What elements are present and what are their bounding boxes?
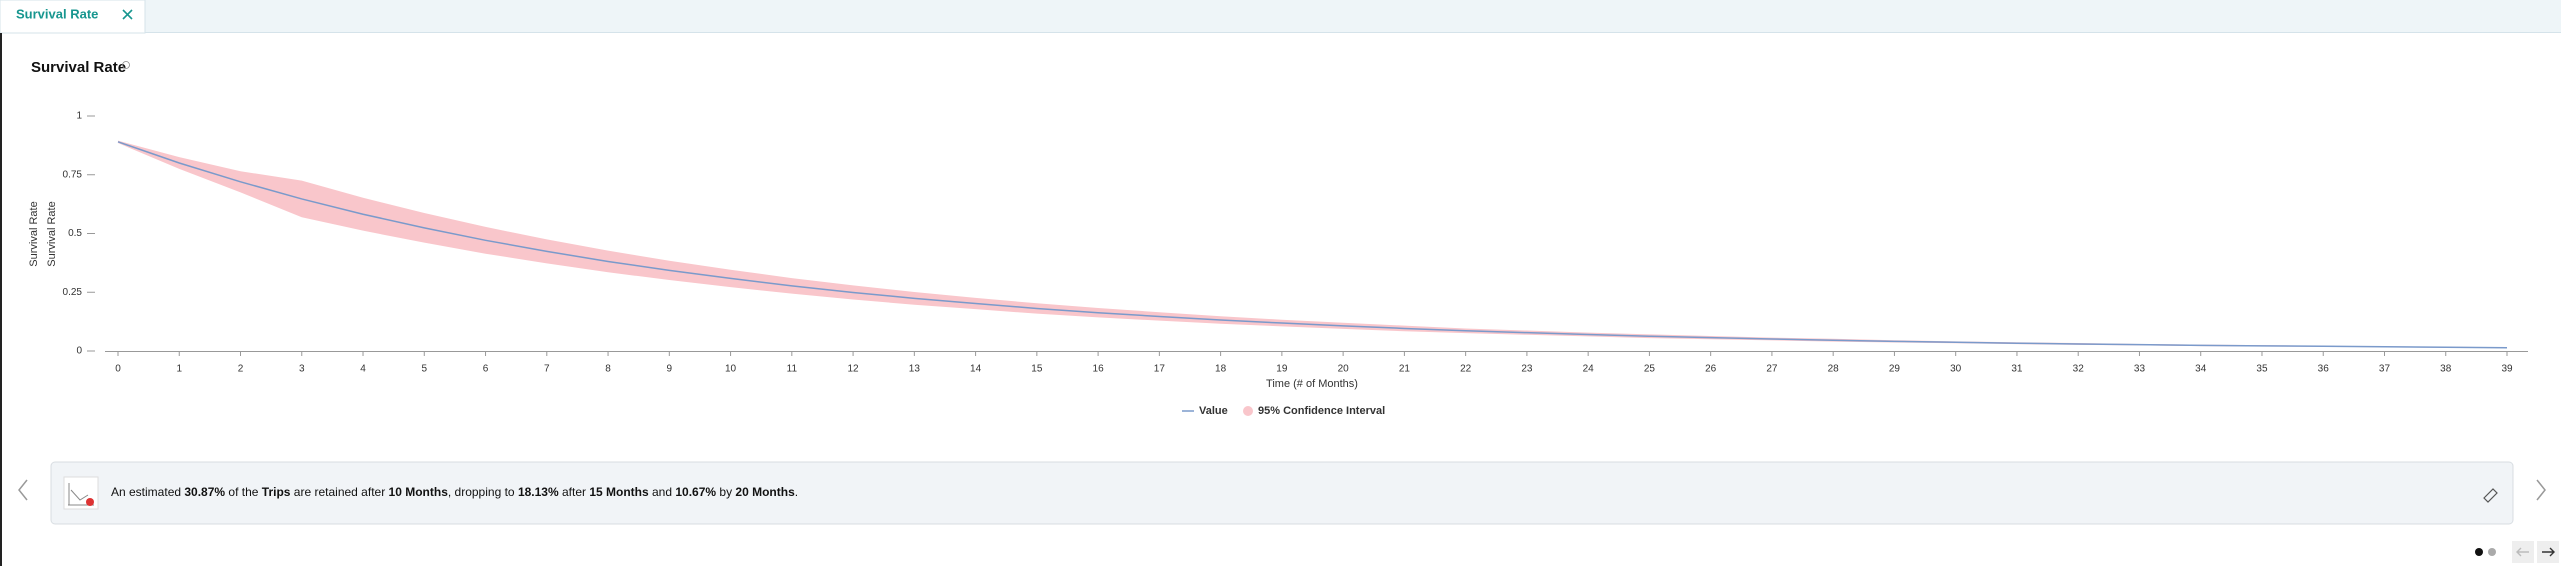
x-tick-label: 19: [1276, 364, 1288, 375]
x-tick-label: 37: [2379, 364, 2391, 375]
tab-label[interactable]: Survival Rate: [16, 6, 98, 21]
page-dot[interactable]: [2475, 548, 2483, 556]
x-tick-label: 2: [238, 364, 244, 375]
x-tick-label: 18: [1215, 364, 1227, 375]
x-tick-label: 12: [848, 364, 860, 375]
x-tick-label: 10: [725, 364, 737, 375]
insight-text-part: , dropping to: [448, 485, 518, 499]
x-tick-label: 25: [1644, 364, 1656, 375]
y-tick-label: 0.25: [63, 287, 83, 298]
x-tick-label: 38: [2440, 364, 2452, 375]
y-tick-label: 1: [76, 111, 82, 122]
legend-swatch: [1243, 406, 1253, 416]
y-axis-title: Survival Rate: [28, 201, 40, 266]
x-tick-label: 29: [1889, 364, 1901, 375]
x-tick-label: 31: [2011, 364, 2023, 375]
y-axis-title: Survival Rate: [46, 201, 58, 266]
insight-text-part: 15 Months: [589, 485, 649, 499]
insight-text-part: 10.67%: [675, 485, 716, 499]
insight-text-part: 30.87%: [184, 485, 225, 499]
insight-text-part: of the: [225, 485, 262, 499]
x-tick-label: 0: [115, 364, 121, 375]
tab[interactable]: [0, 0, 146, 34]
x-tick-label: 39: [2501, 364, 2513, 375]
insight-text-part: after: [559, 485, 590, 499]
x-tick-label: 27: [1766, 364, 1778, 375]
insight-text-part: An estimated: [111, 485, 184, 499]
x-tick-label: 9: [667, 364, 673, 375]
x-tick-label: 36: [2318, 364, 2330, 375]
x-tick-label: 20: [1338, 364, 1350, 375]
x-tick-label: 8: [605, 364, 611, 375]
line: [117, 141, 2508, 349]
x-tick-label: 33: [2134, 364, 2146, 375]
x-tick-label: 4: [360, 364, 366, 375]
y-tick-label: 0.5: [68, 228, 82, 239]
x-tick-label: 14: [970, 364, 982, 375]
x-tick-label: 32: [2073, 364, 2085, 375]
chart-title: Survival Rate: [31, 59, 126, 76]
insight-icon-badge: [86, 498, 94, 506]
x-tick-label: 23: [1521, 364, 1533, 375]
x-tick-label: 26: [1705, 364, 1717, 375]
prev-button-icon: [2516, 547, 2529, 557]
x-tick-label: 34: [2195, 364, 2207, 375]
insight-text-part: are retained after: [290, 485, 388, 499]
x-tick-label: 22: [1460, 364, 1472, 375]
x-tick-label: 21: [1399, 364, 1411, 375]
insight-text: An estimated 30.87% of the Trips are ret…: [111, 485, 798, 499]
next-arrow[interactable]: [2536, 479, 2546, 501]
next-button-icon: [2542, 547, 2555, 557]
left-edge: [0, 33, 2, 566]
x-tick-label: 11: [787, 364, 798, 375]
x-tick-label: 1: [176, 364, 182, 375]
legend-label[interactable]: 95% Confidence Interval: [1258, 405, 1385, 417]
insight-box: [50, 461, 2514, 525]
x-tick-label: 7: [544, 364, 550, 375]
edit-icon[interactable]: [2483, 488, 2498, 503]
x-tick-label: 3: [299, 364, 305, 375]
x-tick-label: 30: [1950, 364, 1962, 375]
page-dot[interactable]: [2488, 548, 2496, 556]
info-icon[interactable]: [122, 61, 130, 69]
x-axis-title: Time (# of Months): [1266, 378, 1358, 390]
insight-text-part: by: [716, 485, 735, 499]
tab-close[interactable]: [122, 9, 133, 20]
insight-text-part: 10 Months: [389, 485, 449, 499]
legend-label[interactable]: Value: [1199, 405, 1228, 417]
x-tick-label: 5: [422, 364, 428, 375]
insight-text-part: 18.13%: [518, 485, 559, 499]
x-tick-label: 35: [2256, 364, 2268, 375]
x-tick-label: 28: [1828, 364, 1840, 375]
x-tick-label: 13: [909, 364, 921, 375]
insight-text-part: Trips: [262, 485, 291, 499]
prev-arrow[interactable]: [18, 479, 28, 501]
x-tick-label: 17: [1154, 364, 1166, 375]
x-tick-label: 16: [1093, 364, 1105, 375]
y-tick-label: 0.75: [63, 169, 83, 180]
x-tick-label: 15: [1031, 364, 1043, 375]
confidence-band: [118, 140, 2507, 349]
insight-text-part: and: [649, 485, 676, 499]
tab-bar: [0, 0, 2561, 33]
insight-text-part: 20 Months: [735, 485, 795, 499]
x-tick-label: 24: [1583, 364, 1595, 375]
y-tick-label: 0: [76, 346, 82, 357]
x-tick-label: 6: [483, 364, 489, 375]
insight-text-part: .: [795, 485, 798, 499]
